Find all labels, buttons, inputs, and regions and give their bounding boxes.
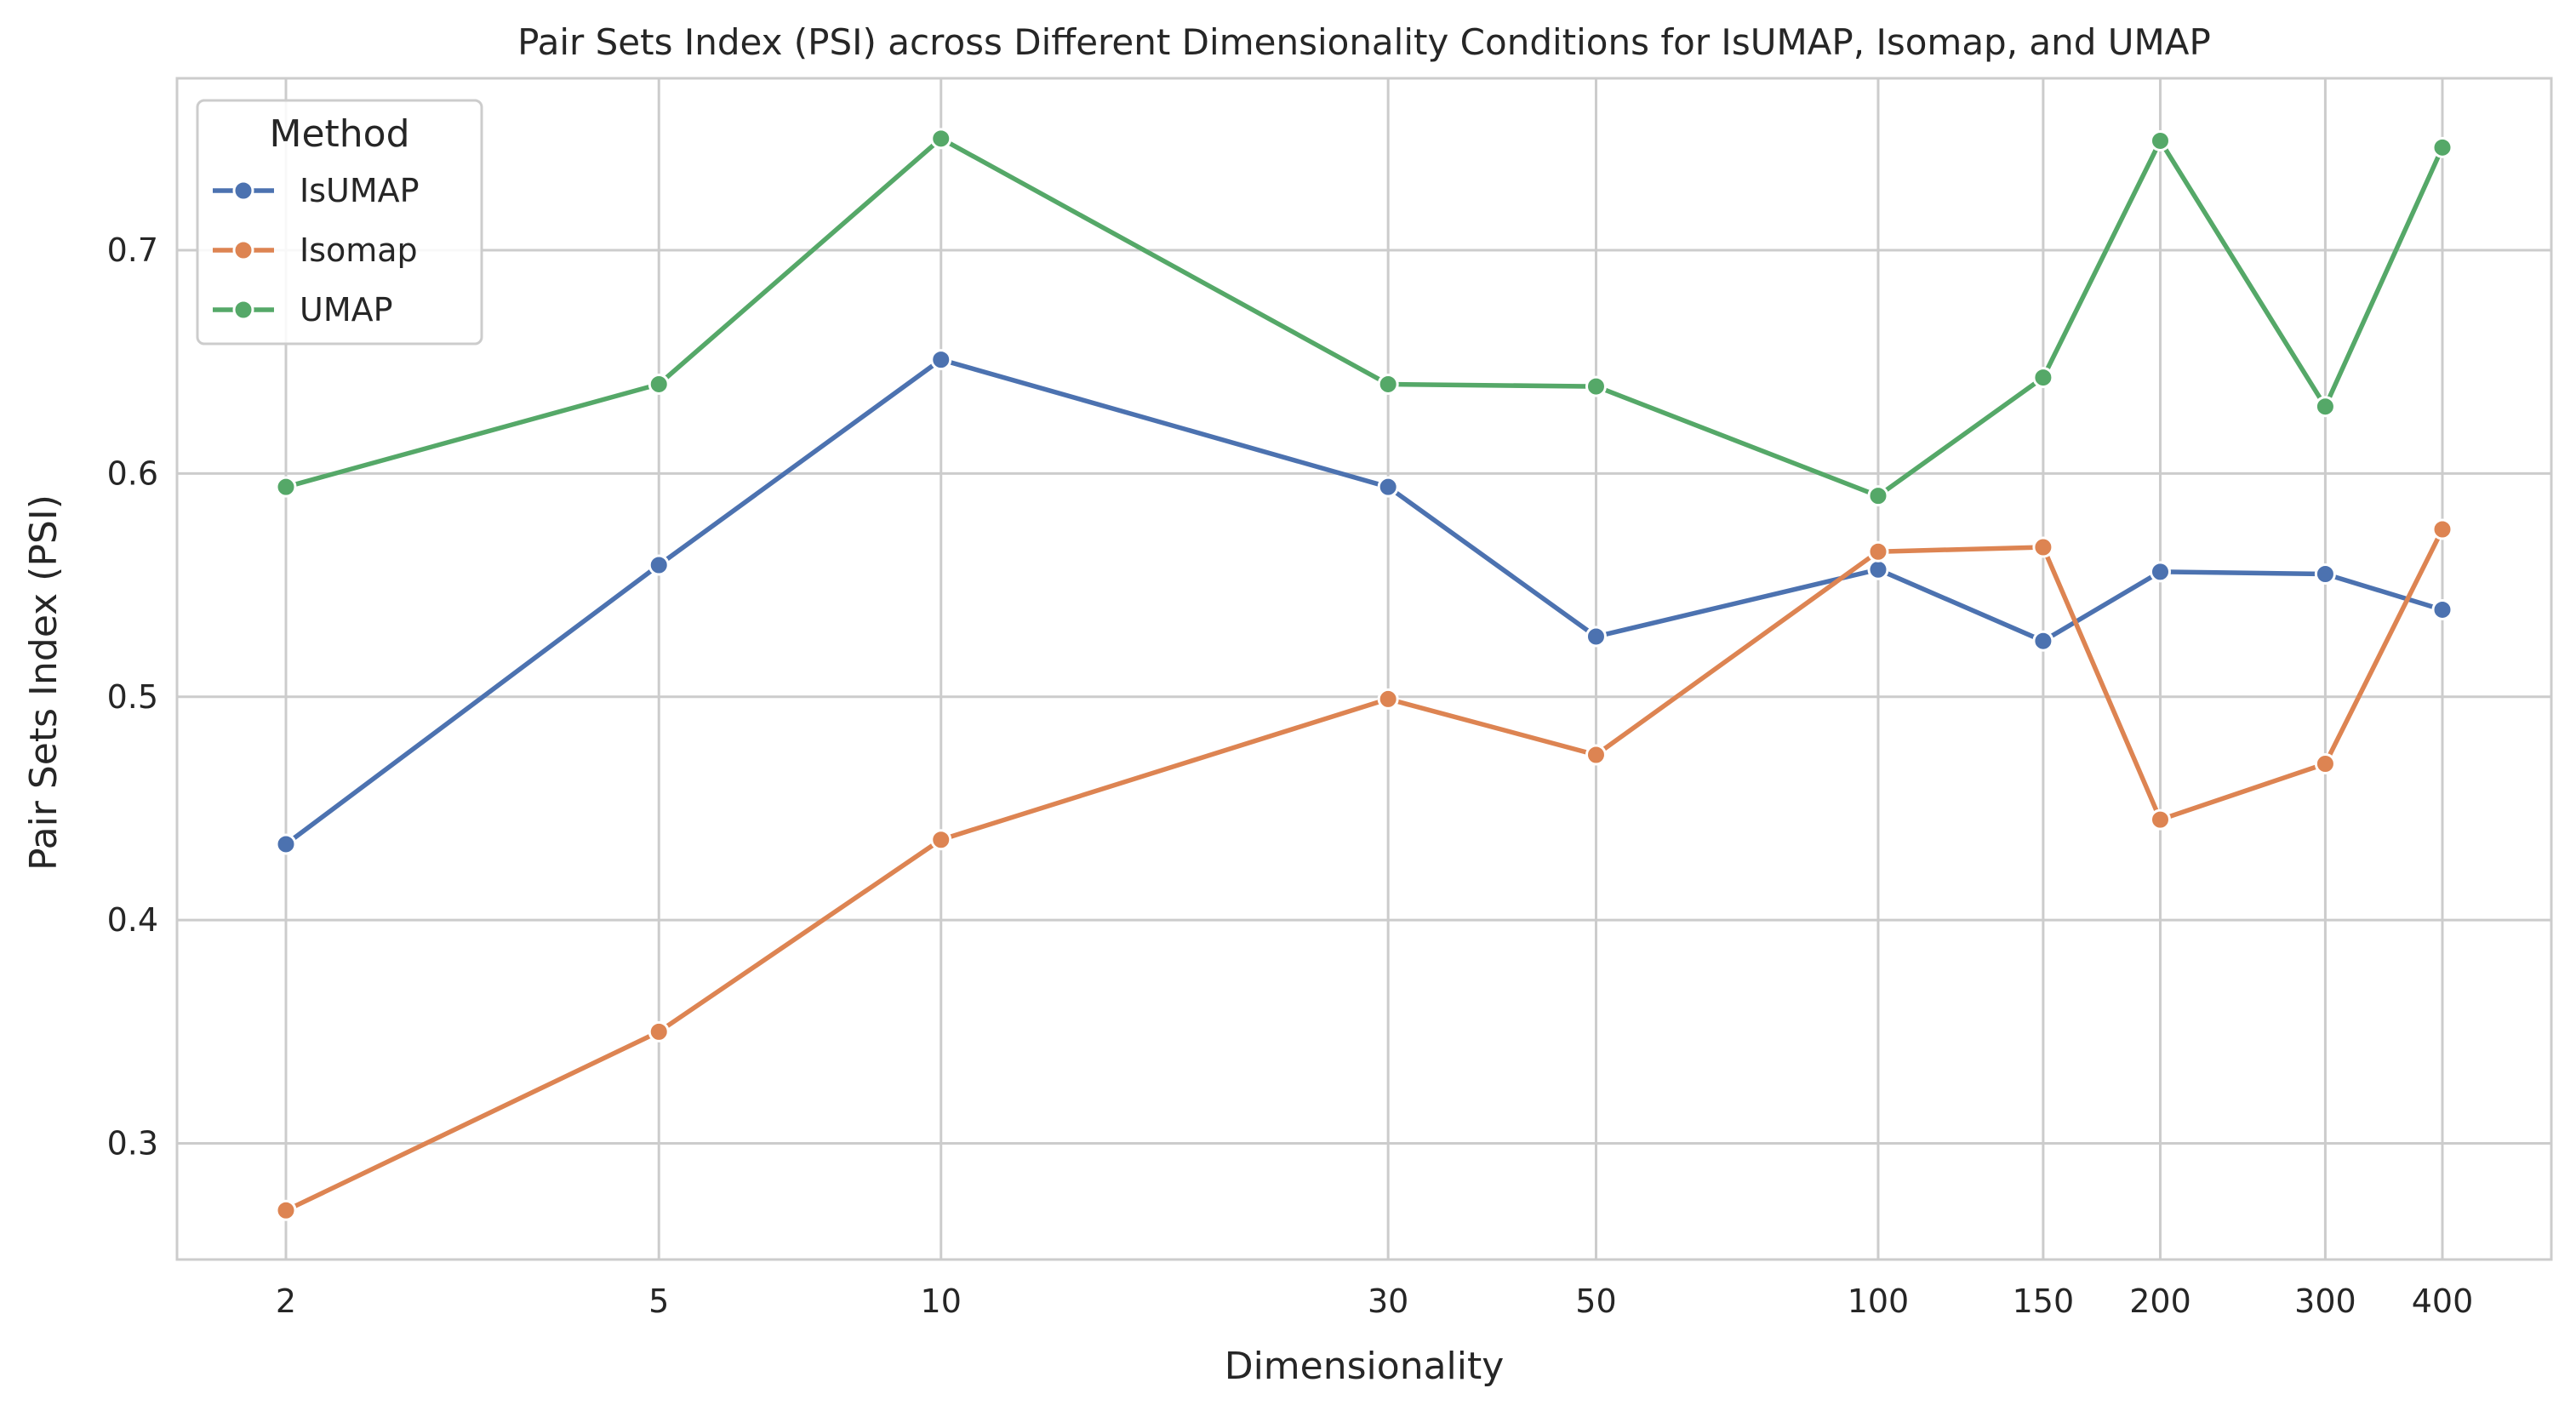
grid-lines xyxy=(177,78,2551,1260)
y-tick-label: 0.3 xyxy=(107,1125,158,1163)
y-tick-label: 0.6 xyxy=(107,454,158,492)
series-isomap xyxy=(275,518,2453,1221)
data-point-isomap xyxy=(1867,540,1889,563)
data-point-isumap xyxy=(2032,630,2054,652)
y-axis-label: Pair Sets Index (PSI) xyxy=(22,494,66,871)
legend-marker-isomap xyxy=(232,239,254,261)
data-point-isomap xyxy=(1585,744,1607,766)
data-point-isumap xyxy=(1377,476,1399,498)
data-point-isumap xyxy=(648,554,670,576)
x-tick-label: 150 xyxy=(2013,1282,2075,1320)
data-point-umap xyxy=(930,128,952,150)
data-point-isumap xyxy=(2314,563,2336,585)
data-point-umap xyxy=(1377,373,1399,395)
y-tick-label: 0.4 xyxy=(107,901,158,939)
tick-labels: 2 5 10 30 50 100 150 200 300 400 0.3 0.4 0.5 0.6 0.7 xyxy=(107,231,2474,1320)
legend-label-isomap: Isomap xyxy=(300,231,418,269)
data-point-isumap xyxy=(1867,558,1889,580)
data-point-umap xyxy=(275,476,297,498)
data-point-isumap xyxy=(2431,598,2453,620)
y-tick-label: 0.5 xyxy=(107,678,158,716)
legend-label-isumap: IsUMAP xyxy=(300,172,420,209)
data-point-isomap xyxy=(2314,753,2336,775)
x-tick-label: 50 xyxy=(1575,1282,1616,1320)
y-tick-label: 0.7 xyxy=(107,231,158,269)
data-point-isomap xyxy=(648,1020,670,1043)
data-point-isomap xyxy=(275,1199,297,1221)
data-point-isumap xyxy=(930,349,952,371)
data-point-umap xyxy=(2431,136,2453,158)
x-tick-label: 300 xyxy=(2294,1282,2356,1320)
chart-title: Pair Sets Index (PSI) across Different D… xyxy=(517,21,2211,63)
legend: Method IsUMAP Isomap UMAP xyxy=(196,99,483,346)
data-point-isomap xyxy=(930,829,952,851)
legend-item-isomap: Isomap xyxy=(213,231,418,269)
series-line-isumap xyxy=(283,357,2445,847)
x-tick-label: 30 xyxy=(1368,1282,1408,1320)
legend-title: Method xyxy=(269,112,409,156)
data-point-umap xyxy=(2314,396,2336,418)
x-axis-label: Dimensionality xyxy=(1225,1345,1505,1388)
data-point-umap xyxy=(648,373,670,395)
data-point-isomap xyxy=(2431,518,2453,540)
legend-marker-isumap xyxy=(232,180,254,202)
x-tick-label: 100 xyxy=(1848,1282,1910,1320)
data-point-isomap xyxy=(2149,808,2171,831)
legend-item-isumap: IsUMAP xyxy=(213,172,420,209)
data-point-isumap xyxy=(2149,561,2171,583)
data-point-isumap xyxy=(275,833,297,855)
series-line-isomap xyxy=(283,527,2445,1214)
x-tick-label: 5 xyxy=(648,1282,669,1320)
plot-area-border xyxy=(175,77,2553,1261)
x-tick-label: 2 xyxy=(276,1282,296,1320)
legend-marker-umap xyxy=(232,299,254,321)
series-umap xyxy=(275,128,2453,507)
series-layer xyxy=(275,128,2453,1221)
data-point-isomap xyxy=(2032,536,2054,558)
x-tick-label: 10 xyxy=(921,1282,962,1320)
series-line-umap xyxy=(283,136,2445,499)
series-isumap xyxy=(275,349,2453,855)
data-point-umap xyxy=(1867,485,1889,507)
legend-item-umap: UMAP xyxy=(213,291,393,328)
data-point-isomap xyxy=(1377,688,1399,710)
data-point-umap xyxy=(1585,375,1607,397)
legend-label-umap: UMAP xyxy=(300,291,393,328)
data-point-isumap xyxy=(1585,626,1607,648)
data-point-umap xyxy=(2032,367,2054,389)
legend-box xyxy=(196,99,483,346)
x-tick-label: 400 xyxy=(2412,1282,2474,1320)
data-point-umap xyxy=(2149,129,2171,151)
legend-items: IsUMAP Isomap UMAP xyxy=(213,172,420,328)
x-tick-label: 200 xyxy=(2129,1282,2191,1320)
